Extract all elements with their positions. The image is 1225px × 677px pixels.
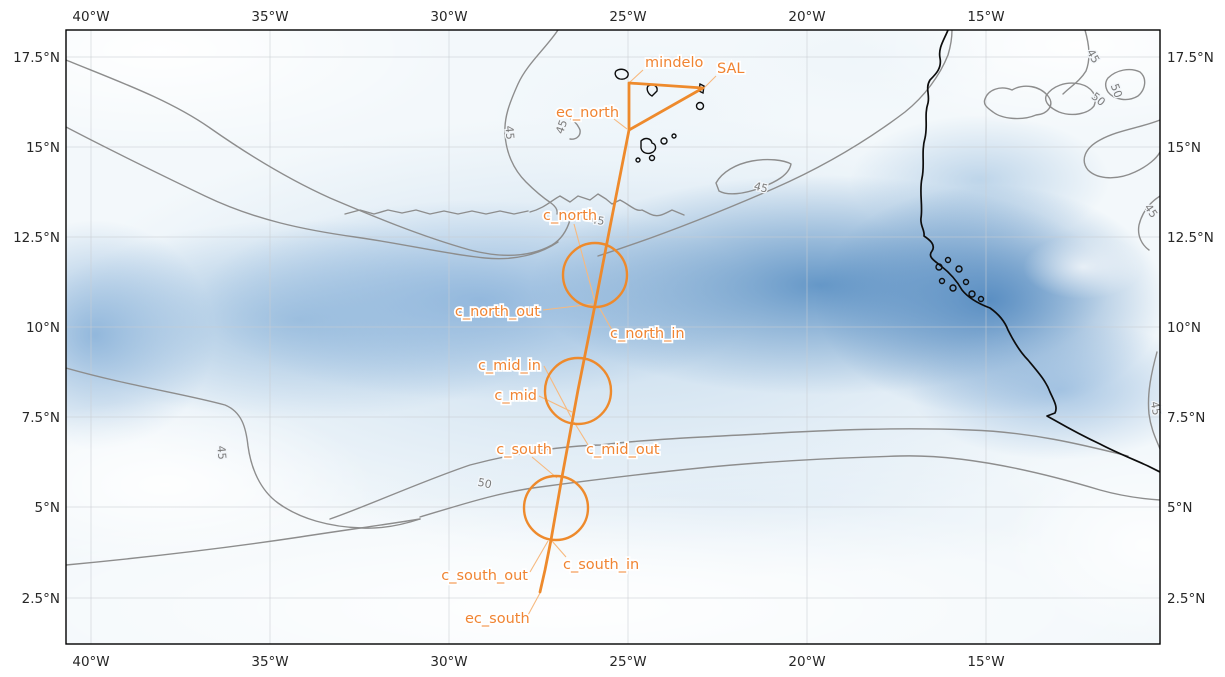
- tick-label: 15°N: [26, 140, 60, 156]
- waypoint-label-ec-south: ec_south: [465, 611, 530, 627]
- axis-ticks-right: 17.5°N 15°N 12.5°N 10°N 7.5°N 5°N 2.5°N: [1167, 50, 1214, 607]
- tick-label: 12.5°N: [13, 230, 60, 246]
- contour-label: 45: [502, 125, 516, 140]
- tick-label: 12.5°N: [1167, 230, 1214, 246]
- tick-label: 15°W: [967, 654, 1004, 670]
- contour-label: 45: [752, 180, 769, 196]
- axis-ticks-bottom: 40°W 35°W 30°W 25°W 20°W 15°W: [72, 654, 1004, 670]
- axis-ticks-top: 40°W 35°W 30°W 25°W 20°W 15°W: [72, 9, 1004, 25]
- c-south-circle: [522, 474, 590, 542]
- waypoint-label-sal: SAL: [717, 61, 744, 77]
- tick-label: 17.5°N: [1167, 50, 1214, 66]
- tick-label: 20°W: [788, 654, 825, 670]
- contour-label: 45: [590, 213, 606, 228]
- leader-lines: [526, 69, 717, 618]
- tick-label: 17.5°N: [13, 50, 60, 66]
- tick-label: 40°W: [72, 654, 109, 670]
- waypoint-label-c-mid-in: c_mid_in: [478, 358, 541, 374]
- tick-label: 2.5°N: [22, 591, 60, 607]
- tick-label: 25°W: [609, 9, 646, 25]
- tick-label: 20°W: [788, 9, 825, 25]
- gridlines: [66, 30, 1160, 644]
- waypoint-labels: mindelo SAL ec_north c_north c_north_out…: [440, 53, 747, 629]
- tick-label: 15°W: [967, 9, 1004, 25]
- tick-label: 7.5°N: [1167, 410, 1205, 426]
- c-north-circle: [561, 241, 629, 309]
- waypoint-label-c-north-in: c_north_in: [610, 326, 685, 342]
- contour-label: 45: [214, 445, 228, 460]
- map-border: [65, 29, 1161, 645]
- tick-label: 5°N: [35, 500, 60, 516]
- tick-label: 40°W: [72, 9, 109, 25]
- tick-label: 7.5°N: [22, 410, 60, 426]
- tick-label: 10°N: [1167, 320, 1201, 336]
- waypoint-label-c-south-in: c_south_in: [563, 557, 639, 573]
- tick-label: 2.5°N: [1167, 591, 1205, 607]
- survey-track: [522, 69, 717, 618]
- tick-label: 35°W: [251, 654, 288, 670]
- waypoint-label-mindelo: mindelo: [645, 55, 703, 71]
- contour-label: 45: [553, 118, 570, 136]
- tick-label: 5°N: [1167, 500, 1192, 516]
- contour-label: 50: [477, 476, 493, 492]
- waypoint-label-c-south: c_south: [496, 442, 552, 458]
- axis-ticks-left: 17.5°N 15°N 12.5°N 10°N 7.5°N 5°N 2.5°N: [13, 50, 60, 607]
- waypoint-label-c-north-out: c_north_out: [455, 304, 540, 320]
- contour-label: 50: [1108, 82, 1125, 100]
- tick-label: 15°N: [1167, 140, 1201, 156]
- tick-label: 10°N: [26, 320, 60, 336]
- bijagos-islets: [935, 256, 985, 303]
- waypoint-label-c-north: c_north: [543, 208, 597, 224]
- contour-label: 45: [1148, 400, 1163, 416]
- tick-label: 35°W: [251, 9, 288, 25]
- waypoint-label-c-mid-out: c_mid_out: [586, 442, 660, 458]
- tick-label: 30°W: [430, 654, 467, 670]
- waypoint-label-ec-north: ec_north: [556, 105, 619, 121]
- c-mid-circle: [543, 356, 613, 426]
- tick-label: 25°W: [609, 654, 646, 670]
- triangle-leg-mindelo-sal-ecnorth: [627, 81, 705, 132]
- waypoint-label-c-mid: c_mid: [494, 388, 537, 404]
- main-transect-line: [538, 128, 631, 594]
- tick-label: 30°W: [430, 9, 467, 25]
- waypoint-label-c-south-out: c_south_out: [441, 568, 528, 584]
